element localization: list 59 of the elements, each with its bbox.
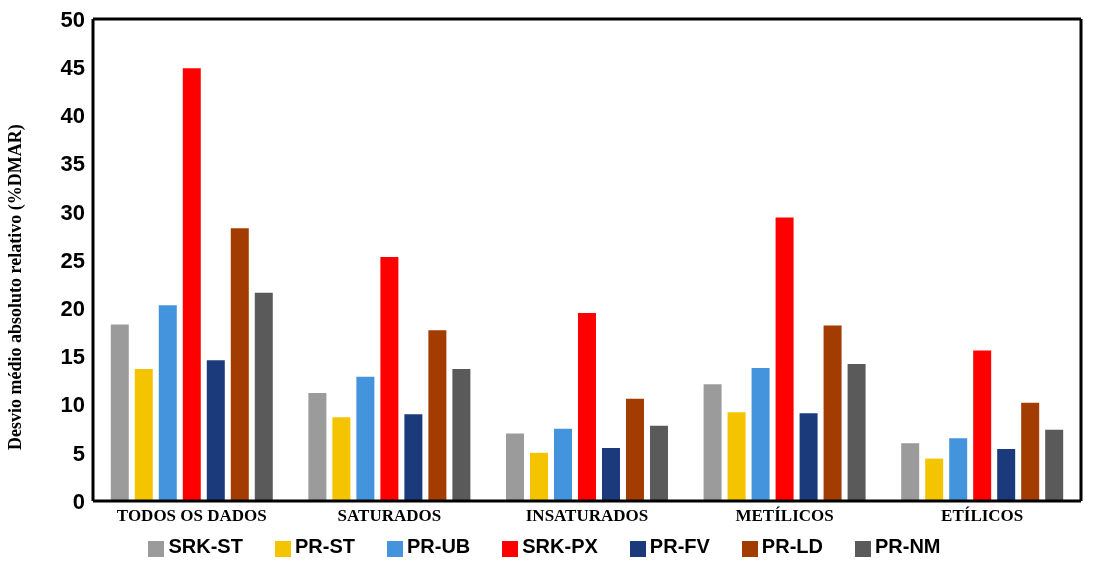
bar [1045, 429, 1064, 501]
bar [452, 368, 471, 501]
bar [775, 217, 794, 501]
bar [649, 425, 668, 501]
bar [973, 350, 992, 501]
bar [110, 324, 129, 501]
y-tick-label: 25 [60, 247, 85, 273]
bar [577, 313, 596, 501]
y-tick-label: 20 [60, 296, 85, 322]
y-tick-label: 15 [60, 344, 85, 370]
legend-label: PR-ST [294, 535, 355, 557]
bar [703, 384, 722, 501]
bar [428, 330, 447, 501]
bar [751, 367, 770, 501]
bar [380, 257, 399, 501]
y-tick-label: 0 [72, 488, 85, 514]
bar [158, 305, 177, 501]
y-tick-label: 45 [60, 55, 85, 81]
x-tick-label: ETÍLICOS [941, 506, 1024, 526]
y-tick-label: 50 [60, 6, 85, 32]
bar [601, 447, 620, 501]
bar [727, 412, 746, 501]
bar [625, 398, 644, 501]
bar [206, 360, 225, 501]
bar [997, 448, 1016, 501]
x-tick-label: TODOS OS DADOS [116, 506, 267, 526]
legend-label: PR-NM [874, 535, 941, 557]
bar [308, 393, 327, 501]
legend-label: PR-LD [761, 535, 823, 557]
bar [404, 414, 423, 501]
y-axis-title: Desvio médio absoluto relativo (%DMAR) [5, 124, 27, 450]
bar [553, 428, 572, 501]
x-tick-label: SATURADOS [337, 506, 442, 526]
legend-label: PR-FV [649, 535, 710, 557]
bar [799, 413, 818, 501]
bar [254, 292, 273, 501]
bar [901, 443, 920, 501]
bar [356, 376, 375, 501]
bar [823, 325, 842, 501]
y-tick-label: 30 [60, 199, 85, 225]
bar [925, 458, 944, 501]
bar [949, 438, 968, 501]
bar [182, 68, 201, 501]
bar [332, 417, 351, 501]
y-tick-label: 35 [60, 151, 85, 177]
y-tick-label: 10 [60, 392, 85, 418]
y-tick-label: 40 [60, 103, 85, 129]
x-tick-label: METÍLICOS [735, 506, 834, 526]
legend-label: PR-UB [406, 535, 471, 557]
y-tick-label: 5 [72, 440, 85, 466]
bar [505, 433, 524, 501]
bar [230, 228, 249, 501]
bar [134, 368, 153, 501]
bar [529, 452, 548, 501]
x-tick-label: INSATURADOS [525, 506, 649, 526]
bar [847, 364, 866, 501]
bar [1021, 402, 1040, 501]
legend-label: SRK-PX [522, 535, 598, 557]
legend-label: SRK-ST [168, 535, 243, 557]
